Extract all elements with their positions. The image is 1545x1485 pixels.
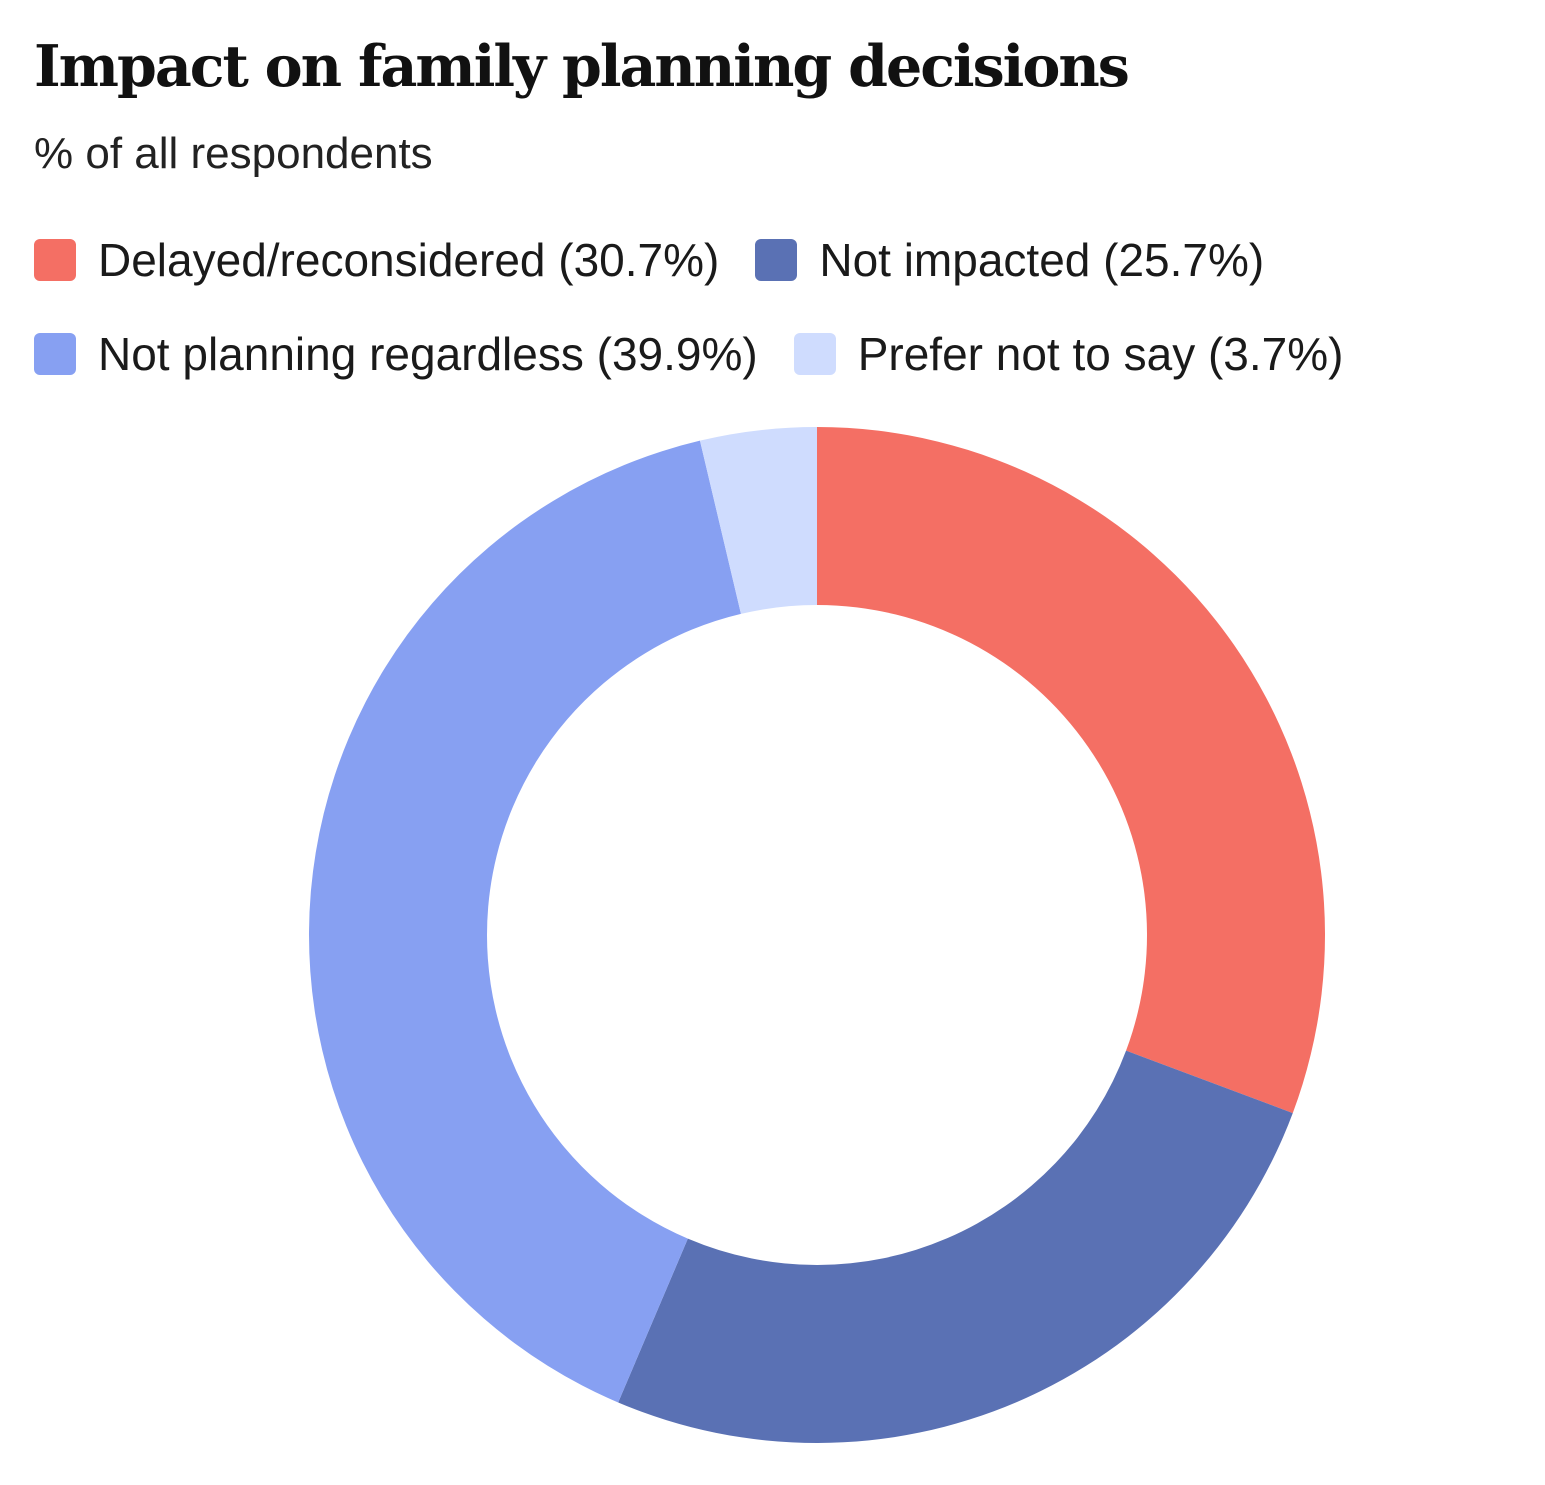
legend-item-prefer-not-to-say[interactable]: Prefer not to say (3.7%) xyxy=(793,327,1344,381)
legend: Delayed/reconsidered (30.7%) Not impacte… xyxy=(34,228,1514,416)
legend-label-delayed: Delayed/reconsidered (30.7%) xyxy=(98,234,720,286)
legend-row: Not planning regardless (39.9%) Prefer n… xyxy=(34,322,1514,386)
chart-subtitle: % of all respondents xyxy=(34,129,433,178)
legend-swatch-prefer-not-to-say xyxy=(793,333,836,375)
slice-delayed[interactable] xyxy=(817,427,1325,1114)
legend-swatch-not-planning xyxy=(34,333,76,375)
legend-swatch-delayed xyxy=(34,239,76,281)
legend-item-not-planning[interactable]: Not planning regardless (39.9%) xyxy=(34,327,758,381)
slice-not-impacted[interactable] xyxy=(618,1050,1293,1443)
legend-item-delayed[interactable]: Delayed/reconsidered (30.7%) xyxy=(34,233,719,287)
chart-title: Impact on family planning decisions xyxy=(34,33,1130,100)
slice-prefer-not-to-say[interactable] xyxy=(699,427,817,614)
slice-not-planning[interactable] xyxy=(309,440,741,1403)
legend-item-not-impacted[interactable]: Not impacted (25.7%) xyxy=(755,233,1264,287)
legend-swatch-not-impacted xyxy=(755,239,798,281)
legend-label-prefer-not-to-say: Prefer not to say (3.7%) xyxy=(857,328,1344,380)
legend-row: Delayed/reconsidered (30.7%) Not impacte… xyxy=(34,228,1514,292)
legend-label-not-planning: Not planning regardless (39.9%) xyxy=(98,328,758,380)
legend-label-not-impacted: Not impacted (25.7%) xyxy=(819,234,1265,286)
